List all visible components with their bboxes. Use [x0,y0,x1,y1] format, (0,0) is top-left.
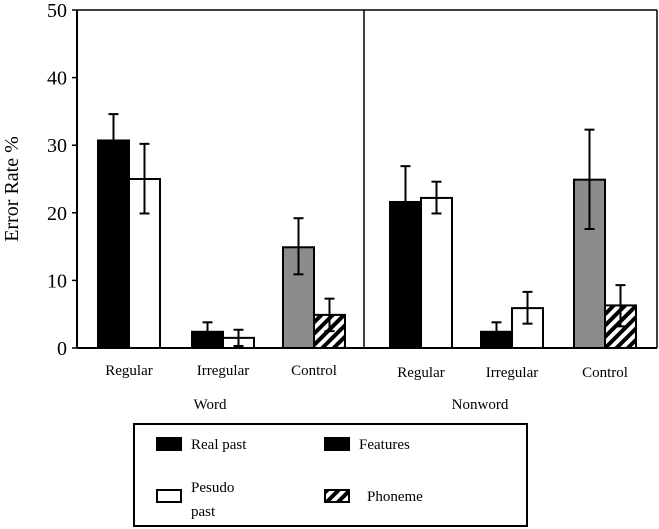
category-label: Regular [105,363,152,379]
y-tick-label: 10 [47,270,67,292]
y-tick-label: 30 [47,135,67,157]
panel-label: Nonword [452,397,509,413]
legend-label: Pesudo past [191,480,234,520]
y-tick-label: 50 [47,0,67,22]
bar [97,139,130,349]
category-label: Irregular [197,363,249,379]
panel-label: Word [194,397,227,413]
legend-label: Phoneme [367,489,423,505]
category-label: Irregular [486,365,538,381]
legend-swatch [156,489,182,503]
y-tick-label: 20 [47,203,67,225]
legend-swatch [324,437,350,451]
legend-swatch [156,437,182,451]
category-label: Regular [397,365,444,381]
y-axis-label: Error Rate % [1,136,23,242]
bar [128,178,161,349]
legend-label: Features [359,437,410,453]
bar [420,196,453,349]
y-tick-label: 40 [47,68,67,90]
category-label: Control [582,365,628,381]
legend-swatch [324,489,350,503]
y-tick-label: 0 [57,338,67,360]
legend-label: Real past [191,437,247,453]
category-label: Control [291,363,337,379]
